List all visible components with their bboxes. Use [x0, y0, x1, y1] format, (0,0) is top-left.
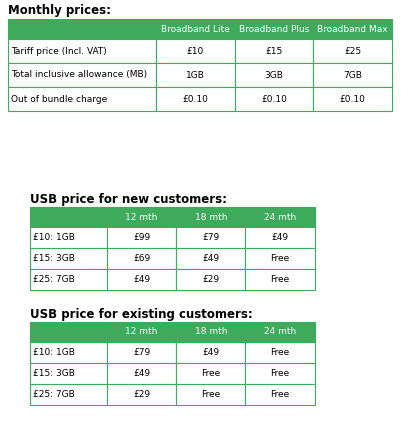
Text: £79: £79 [202, 233, 219, 242]
Text: Free: Free [270, 369, 289, 378]
Text: USB price for new customers:: USB price for new customers: [30, 193, 227, 206]
Text: Broadband Max: Broadband Max [316, 25, 387, 34]
Text: £10: £10 [186, 46, 203, 55]
Text: Monthly prices:: Monthly prices: [8, 4, 111, 17]
Text: Free: Free [270, 390, 289, 399]
Bar [176, 248, 245, 269]
Text: 24 mth: 24 mth [263, 328, 296, 337]
Text: 3GB: 3GB [264, 70, 283, 80]
Text: Broadband Lite: Broadband Lite [160, 25, 229, 34]
Text: 18 mth: 18 mth [194, 328, 227, 337]
Bar [176, 363, 245, 384]
Bar [30, 207, 107, 227]
Bar [245, 227, 314, 248]
Bar [156, 39, 234, 63]
Text: £49: £49 [202, 254, 219, 263]
Bar [107, 322, 176, 342]
Text: Tariff price (Incl. VAT): Tariff price (Incl. VAT) [11, 46, 107, 55]
Bar [312, 87, 391, 111]
Text: 1GB: 1GB [185, 70, 204, 80]
Bar [234, 19, 312, 39]
Text: 12 mth: 12 mth [125, 328, 157, 337]
Text: £10: 1GB: £10: 1GB [33, 348, 75, 357]
Bar [312, 39, 391, 63]
Bar [245, 207, 314, 227]
Bar [176, 227, 245, 248]
Bar [245, 322, 314, 342]
Bar [107, 342, 176, 363]
Text: £29: £29 [202, 275, 219, 284]
Bar [30, 342, 107, 363]
Text: 12 mth: 12 mth [125, 213, 157, 222]
Bar [176, 269, 245, 290]
Text: £25: 7GB: £25: 7GB [33, 275, 75, 284]
Bar [234, 39, 312, 63]
Text: £15: 3GB: £15: 3GB [33, 369, 75, 378]
Text: £25: 7GB: £25: 7GB [33, 390, 75, 399]
Text: Free: Free [270, 275, 289, 284]
Bar [156, 87, 234, 111]
Text: Free: Free [201, 390, 220, 399]
Bar [30, 248, 107, 269]
Bar [176, 322, 245, 342]
Text: £25: £25 [343, 46, 360, 55]
Bar [234, 63, 312, 87]
Text: £69: £69 [133, 254, 150, 263]
Text: USB price for existing customers:: USB price for existing customers: [30, 308, 252, 321]
Bar [234, 87, 312, 111]
Bar [30, 269, 107, 290]
Text: £99: £99 [133, 233, 150, 242]
Bar [30, 384, 107, 405]
Text: Free: Free [201, 369, 220, 378]
Bar [30, 322, 107, 342]
Bar [107, 269, 176, 290]
Bar [107, 207, 176, 227]
Bar [107, 248, 176, 269]
Bar [176, 207, 245, 227]
Text: £0.10: £0.10 [339, 95, 365, 104]
Bar [245, 269, 314, 290]
Text: £15: £15 [265, 46, 282, 55]
Bar [245, 248, 314, 269]
Bar [8, 39, 156, 63]
Text: £49: £49 [133, 275, 150, 284]
Bar [245, 342, 314, 363]
Text: £49: £49 [202, 348, 219, 357]
Text: Total inclusive allowance (MB): Total inclusive allowance (MB) [11, 70, 147, 80]
Text: £49: £49 [271, 233, 288, 242]
Text: £15: 3GB: £15: 3GB [33, 254, 75, 263]
Bar [8, 19, 156, 39]
Bar [245, 363, 314, 384]
Text: Free: Free [270, 254, 289, 263]
Bar [156, 19, 234, 39]
Bar [107, 227, 176, 248]
Bar [30, 363, 107, 384]
Bar [176, 342, 245, 363]
Bar [245, 384, 314, 405]
Bar [30, 227, 107, 248]
Bar [176, 384, 245, 405]
Bar [312, 63, 391, 87]
Bar [8, 87, 156, 111]
Text: £29: £29 [133, 390, 150, 399]
Text: 7GB: 7GB [342, 70, 361, 80]
Bar [156, 63, 234, 87]
Bar [107, 363, 176, 384]
Bar [8, 63, 156, 87]
Text: 24 mth: 24 mth [263, 213, 296, 222]
Text: £79: £79 [133, 348, 150, 357]
Text: 18 mth: 18 mth [194, 213, 227, 222]
Text: £10: 1GB: £10: 1GB [33, 233, 75, 242]
Text: Broadband Plus: Broadband Plus [238, 25, 308, 34]
Text: £0.10: £0.10 [182, 95, 208, 104]
Bar [107, 384, 176, 405]
Text: £49: £49 [133, 369, 150, 378]
Bar [312, 19, 391, 39]
Text: £0.10: £0.10 [260, 95, 286, 104]
Text: Free: Free [270, 348, 289, 357]
Text: Out of bundle charge: Out of bundle charge [11, 95, 107, 104]
